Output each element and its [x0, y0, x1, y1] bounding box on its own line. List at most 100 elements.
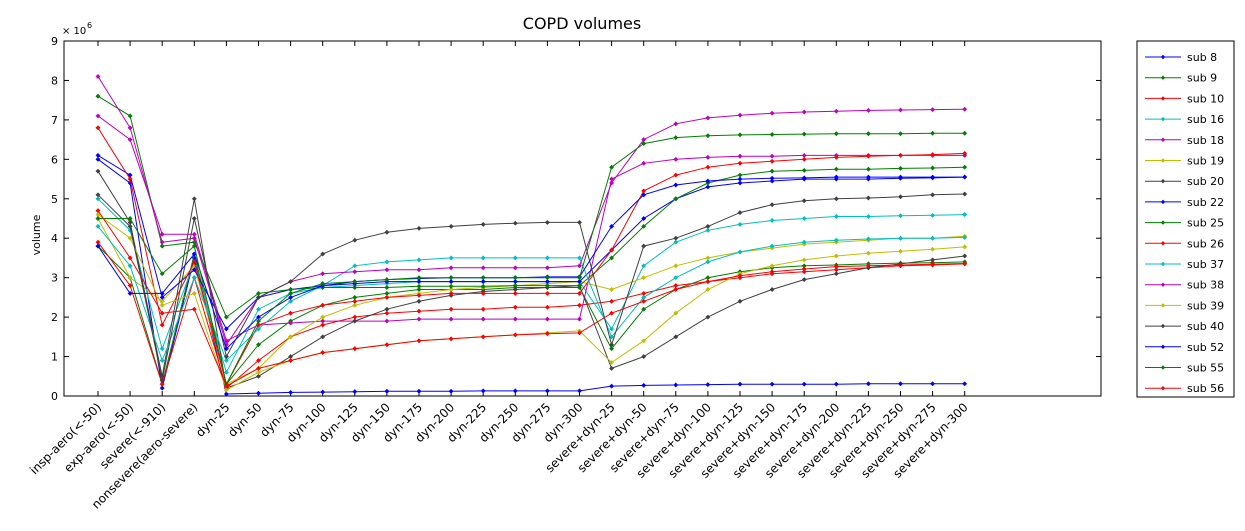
data-point [673, 286, 679, 293]
series-line [97, 76, 965, 346]
legend-marker [1160, 179, 1166, 184]
data-point [159, 294, 165, 300]
data-point [159, 271, 165, 277]
data-point [737, 160, 743, 166]
data-point [544, 265, 550, 271]
data-point [159, 290, 165, 296]
data-point [962, 174, 968, 180]
data-point [159, 243, 165, 249]
y-tick-label: 2 [51, 311, 58, 324]
data-point [159, 385, 165, 391]
data-point [320, 281, 326, 287]
data-point [95, 152, 101, 158]
data-point [159, 357, 165, 364]
data-point [352, 302, 358, 308]
y-axis-exponent-base: × 10 [62, 26, 86, 37]
legend-marker [1160, 303, 1166, 308]
data-point [512, 316, 518, 322]
data-point [769, 175, 775, 181]
legend-label: sub 22 [1187, 196, 1224, 209]
data-point [769, 178, 775, 184]
legend-entry: sub 56 [1145, 382, 1224, 395]
legend-entry: sub 25 [1145, 217, 1224, 230]
data-point [352, 298, 358, 304]
data-point [255, 294, 262, 300]
data-point [930, 107, 936, 113]
data-point [384, 388, 390, 394]
data-point [191, 306, 197, 312]
data-point [320, 350, 326, 356]
data-point [609, 255, 615, 261]
data-point [512, 275, 518, 281]
data-point [930, 165, 936, 171]
series-sub-25 [95, 93, 968, 320]
data-point [512, 304, 518, 310]
legend-label: sub 20 [1187, 175, 1224, 188]
data-point [673, 121, 679, 127]
data-point [159, 322, 165, 328]
data-point [95, 156, 101, 162]
legend-marker [1160, 261, 1166, 267]
data-point [416, 388, 422, 394]
data-point [609, 342, 615, 348]
data-point [609, 223, 615, 229]
data-point [737, 221, 743, 227]
data-point [833, 253, 839, 259]
data-point [576, 302, 583, 308]
series-line [97, 158, 965, 395]
data-point [930, 381, 936, 387]
series-line [97, 95, 965, 318]
legend-label: sub 40 [1187, 320, 1224, 333]
data-point [512, 283, 518, 289]
data-point [416, 257, 422, 263]
legend-marker [1160, 158, 1166, 163]
data-point [223, 387, 229, 393]
data-point [416, 298, 422, 304]
y-tick-label: 8 [51, 74, 58, 87]
data-point [127, 215, 133, 222]
data-point [480, 388, 486, 394]
y-tick-label: 5 [51, 193, 58, 206]
data-point [865, 131, 871, 137]
data-point [609, 310, 615, 316]
series-line [97, 154, 965, 330]
series-line [97, 210, 965, 387]
data-point [127, 255, 133, 261]
data-point [609, 286, 615, 293]
data-point [962, 106, 968, 112]
data-point [705, 164, 711, 170]
data-point [320, 302, 326, 308]
data-point [191, 196, 197, 202]
y-tick-label: 0 [51, 390, 58, 403]
data-point [95, 93, 101, 99]
data-point [255, 369, 262, 375]
data-point [480, 334, 486, 340]
legend-label: sub 10 [1187, 92, 1224, 105]
legend-entry: sub 39 [1145, 299, 1224, 312]
data-point [769, 158, 775, 164]
data-point [159, 239, 165, 245]
data-point [544, 331, 550, 337]
series-line [97, 193, 965, 381]
data-point [320, 314, 326, 320]
data-point [544, 388, 550, 394]
data-point [930, 192, 936, 198]
legend-label: sub 39 [1187, 299, 1224, 312]
data-point [95, 243, 101, 249]
data-point [352, 389, 358, 395]
legend-items: sub 8 sub 9 sub 10 sub 16 sub 18 sub 19 sub 20… [1145, 51, 1224, 395]
data-point [191, 290, 197, 296]
data-point [480, 283, 486, 289]
data-point [544, 275, 550, 281]
data-point [448, 388, 454, 394]
data-point [897, 381, 904, 387]
data-point [769, 269, 775, 275]
data-point [930, 235, 936, 241]
data-point [416, 308, 422, 314]
data-point [480, 306, 486, 312]
data-point [737, 112, 743, 118]
data-point [288, 279, 294, 285]
data-point [641, 215, 647, 222]
data-point [416, 316, 422, 322]
y-axis-exponent-power: 6 [87, 21, 92, 30]
